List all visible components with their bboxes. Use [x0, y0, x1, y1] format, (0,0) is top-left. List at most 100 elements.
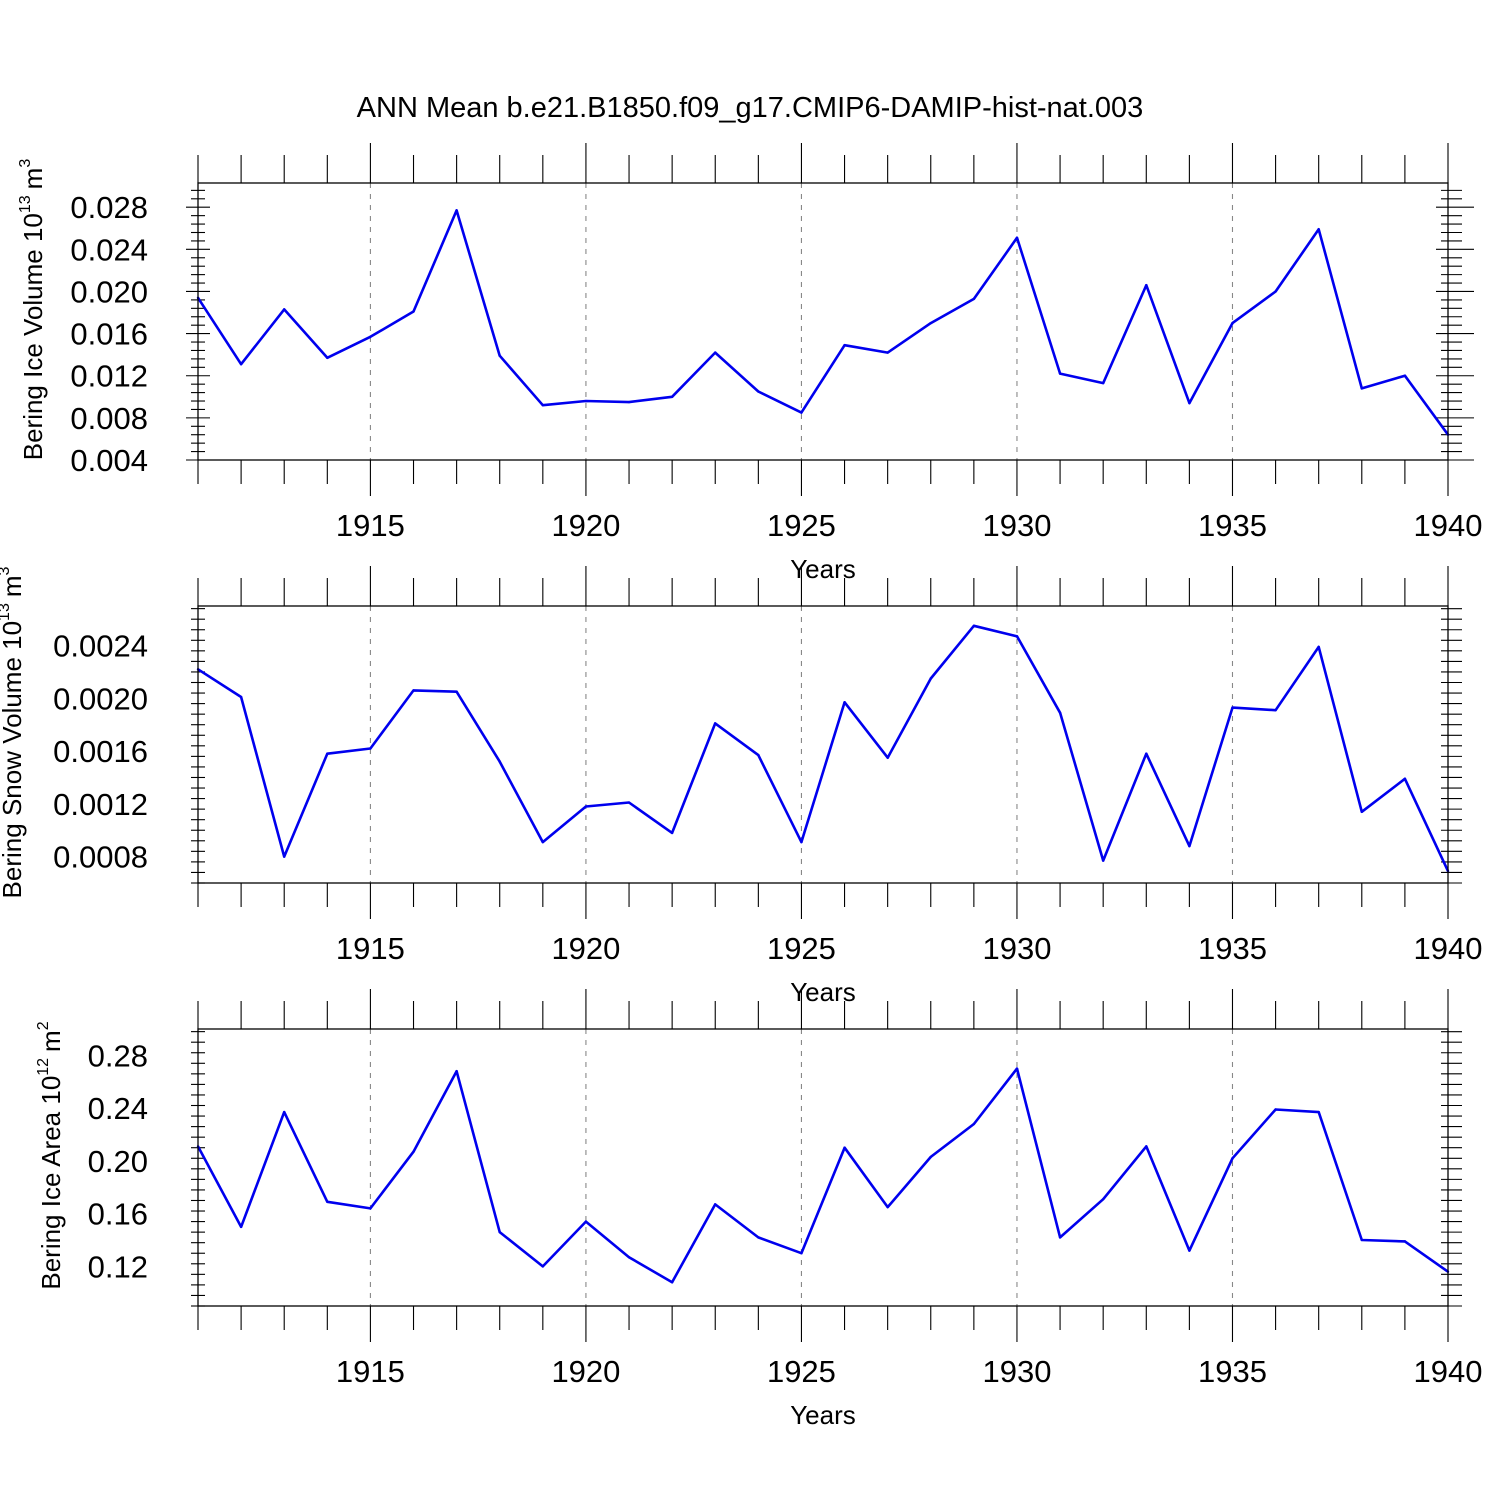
- chart-title: ANN Mean b.e21.B1850.f09_g17.CMIP6-DAMIP…: [357, 92, 1144, 124]
- y-axis-label: Bering Ice Area 1012 m2: [35, 1021, 66, 1289]
- y-axis-label-part: Bering Snow Volume 10: [0, 621, 27, 899]
- x-tick-label: 1935: [1198, 508, 1267, 543]
- data-point: [1317, 1110, 1320, 1114]
- data-point: [800, 840, 803, 844]
- data-point: [972, 297, 976, 301]
- data-point: [1145, 1145, 1148, 1148]
- data-point: [283, 855, 286, 858]
- data-point: [498, 354, 501, 357]
- data-point: [1145, 283, 1148, 287]
- x-tick-label: 1940: [1414, 1354, 1483, 1389]
- data-point: [283, 1110, 286, 1114]
- data-point: [1188, 401, 1191, 405]
- data-point: [412, 689, 415, 692]
- y-axis-label-part: Bering Ice Volume 10: [18, 213, 48, 460]
- series-line: [196, 1067, 1449, 1284]
- data-point: [929, 1155, 932, 1159]
- data-point: [455, 209, 458, 212]
- data-point: [541, 404, 545, 407]
- y-tick-label: 0.16: [88, 1197, 148, 1232]
- data-point: [1058, 372, 1062, 375]
- data-point: [714, 722, 717, 725]
- data-point: [627, 1255, 631, 1259]
- x-axis-label: Years: [790, 1400, 856, 1430]
- data-point: [498, 760, 501, 763]
- y-tick-label: 0.004: [70, 443, 148, 478]
- data-point: [1145, 752, 1148, 755]
- y-tick-label: 0.008: [70, 401, 148, 436]
- data-point: [412, 1150, 415, 1153]
- data-point: [929, 321, 932, 325]
- data-point: [1403, 777, 1407, 780]
- data-point: [541, 840, 545, 844]
- plot-frame: [197, 182, 1449, 461]
- x-tick-label: 1925: [767, 931, 836, 966]
- data-point: [972, 1122, 976, 1126]
- data-point: [670, 1281, 674, 1284]
- data-point: [714, 1203, 717, 1206]
- panel-1: 0.004 0.008 0.012 0.016 0.020 0.024 0.028 1915 1…: [17, 143, 1482, 584]
- data-point: [455, 1070, 458, 1073]
- y-tick-label: 0.28: [88, 1038, 148, 1073]
- data-point: [455, 690, 458, 693]
- panel-3: 0.12 0.16 0.20 0.24 0.28 1915 1920 1925 1930 1935…: [35, 989, 1482, 1430]
- data-point: [1231, 706, 1234, 709]
- data-point: [843, 1146, 846, 1149]
- x-tick-label: 1915: [336, 931, 405, 966]
- data-point: [1101, 1197, 1105, 1201]
- x-tick-label: 1930: [982, 931, 1051, 966]
- data-point: [498, 1230, 501, 1234]
- data-point: [369, 1207, 372, 1210]
- y-tick-label: 0.0024: [53, 629, 148, 664]
- chart-panels: 0.004 0.008 0.012 0.016 0.020 0.024 0.028 1915 1…: [0, 143, 1482, 1430]
- data-point: [757, 1236, 760, 1239]
- data-point: [886, 756, 889, 759]
- data-point: [1317, 645, 1320, 649]
- data-point: [239, 695, 243, 699]
- data-point: [326, 752, 329, 755]
- y-axis-label-superscript: 2: [35, 1021, 52, 1030]
- y-axis-label-part: m: [18, 168, 48, 190]
- data-point: [369, 335, 372, 338]
- y-axis-label-superscript: 13: [0, 603, 13, 621]
- y-tick-label: 0.24: [88, 1091, 148, 1126]
- data-point: [800, 1252, 803, 1255]
- data-point: [843, 343, 846, 347]
- y-axis-label-part: m: [36, 1030, 66, 1052]
- y-axis-label-superscript: 12: [35, 1058, 52, 1076]
- x-tick-label: 1920: [551, 1354, 620, 1389]
- y-tick-label: 0.0008: [53, 840, 148, 875]
- data-point: [1403, 374, 1407, 377]
- plot-frame: [197, 1028, 1449, 1307]
- data-point: [886, 351, 889, 354]
- data-point: [1015, 236, 1019, 239]
- y-axis-label-superscript: 3: [0, 566, 13, 575]
- data-point: [326, 1200, 329, 1203]
- data-point: [757, 390, 760, 393]
- data-point: [670, 395, 674, 399]
- y-axis-label-part: Bering Ice Area 10: [36, 1076, 66, 1290]
- plot-frame: [197, 605, 1449, 884]
- data-point: [239, 1225, 243, 1229]
- data-point: [670, 831, 674, 835]
- y-tick-label: 0.020: [70, 274, 148, 309]
- x-tick-label: 1940: [1414, 508, 1483, 543]
- y-tick-label: 0.20: [88, 1144, 148, 1179]
- data-point: [627, 400, 631, 404]
- y-axis-label: Bering Snow Volume 1013 m3: [0, 566, 27, 898]
- data-point: [1015, 1067, 1019, 1070]
- y-tick-label: 0.024: [70, 232, 148, 267]
- data-point: [1188, 1249, 1191, 1252]
- data-point: [1274, 290, 1277, 293]
- x-tick-label: 1920: [551, 931, 620, 966]
- data-point: [1360, 387, 1363, 390]
- y-tick-label: 0.028: [70, 190, 148, 225]
- x-tick-label: 1915: [336, 1354, 405, 1389]
- data-point: [886, 1205, 889, 1209]
- y-axis-label: Bering Ice Volume 1013 m3: [17, 159, 48, 461]
- x-tick-label: 1935: [1198, 931, 1267, 966]
- y-tick-label: 0.0012: [53, 787, 148, 822]
- x-tick-label: 1925: [767, 508, 836, 543]
- x-tick-label: 1925: [767, 1354, 836, 1389]
